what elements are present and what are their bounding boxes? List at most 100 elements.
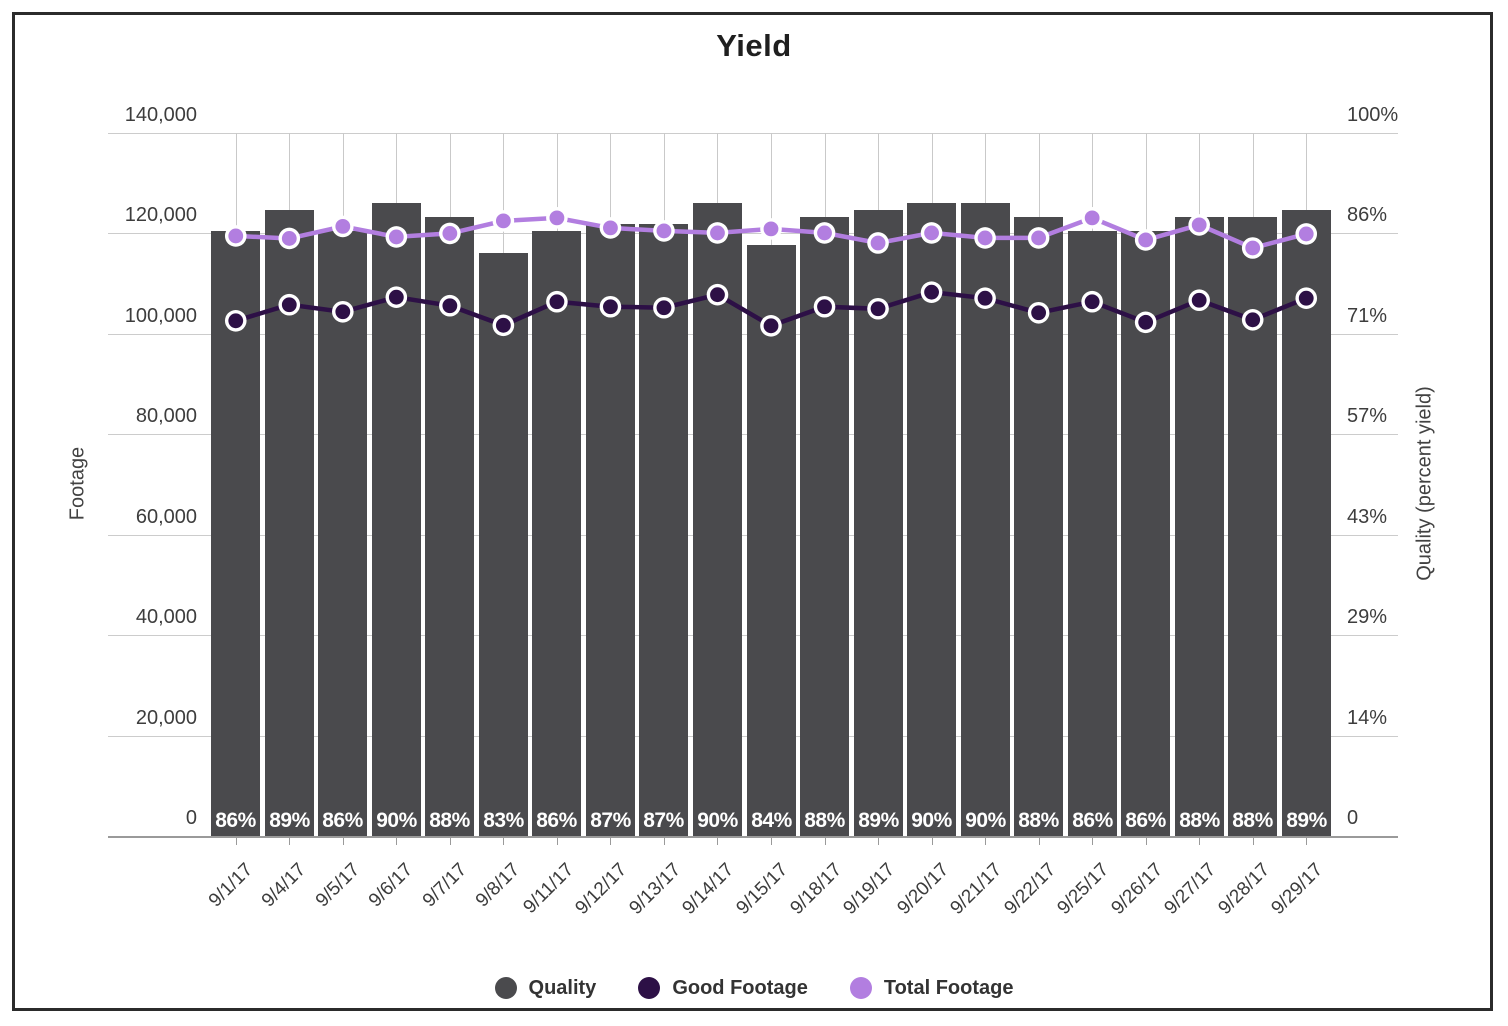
bar-value-label: 88% [1179,809,1220,832]
data-point-good-footage[interactable] [1191,292,1207,308]
data-point-total-footage[interactable] [1138,232,1154,248]
data-point-total-footage[interactable] [281,231,297,246]
bar-value-label: 86% [1125,809,1166,832]
data-point-total-footage[interactable] [1031,230,1047,246]
gridline-horizontal [108,233,1398,234]
legend-item-quality[interactable]: Quality [494,976,597,1000]
bar-quality[interactable]: 87% [586,224,635,836]
x-axis-tick [450,838,451,845]
right-axis-tick-label: 86% [1347,204,1388,226]
bar-quality[interactable]: 84% [747,245,796,836]
x-axis-tick [610,838,611,845]
legend-label: Quality [528,976,597,999]
data-point-good-footage[interactable] [228,313,244,329]
data-point-total-footage[interactable] [1245,240,1261,256]
data-point-total-footage[interactable] [817,225,832,241]
right-axis-tick-label: 100% [1347,104,1399,126]
left-axis-tick-label: 60,000 [135,506,197,528]
data-point-good-footage[interactable] [1138,314,1154,330]
bar-value-label: 87% [643,809,684,832]
data-point-total-footage[interactable] [442,226,458,241]
bar-quality[interactable]: 89% [1282,210,1331,836]
bar-value-label: 86% [536,809,577,832]
bar-quality[interactable]: 88% [1175,217,1224,836]
bar-quality[interactable]: 83% [479,253,528,836]
data-point-total-footage[interactable] [388,229,404,245]
data-point-good-footage[interactable] [1245,312,1261,328]
data-point-good-footage[interactable] [1084,294,1100,310]
data-point-total-footage[interactable] [1084,210,1100,226]
bar-quality[interactable]: 86% [532,231,581,836]
data-point-good-footage[interactable] [870,301,886,317]
x-axis-tick [1253,838,1254,845]
data-point-good-footage[interactable] [549,294,565,310]
data-point-good-footage[interactable] [388,289,404,305]
left-axis-tick-label: 100,000 [124,305,197,327]
bar-value-label: 84% [751,809,792,832]
data-point-good-footage[interactable] [495,317,511,333]
bar-value-label: 86% [322,809,363,832]
data-point-total-footage[interactable] [228,228,244,244]
data-point-good-footage[interactable] [763,318,779,334]
bar-value-label: 88% [1018,809,1059,832]
legend-item-total-footage[interactable]: Total Footage [849,976,1014,1000]
data-point-total-footage[interactable] [924,225,939,241]
x-axis-tick [825,838,826,845]
bar-quality[interactable]: 87% [639,224,688,836]
x-axis-tick [289,838,290,845]
data-point-total-footage[interactable] [870,235,886,251]
bar-value-label: 88% [1232,809,1273,832]
bar-quality[interactable]: 88% [425,217,474,836]
bar-quality[interactable]: 86% [1068,231,1117,836]
data-point-good-footage[interactable] [281,297,297,313]
legend-label: Total Footage [883,976,1014,999]
gridline-horizontal [108,133,1398,134]
x-axis-tick [236,838,237,845]
bar-quality[interactable]: 90% [907,203,956,836]
data-point-good-footage[interactable] [442,298,458,314]
bar-quality[interactable]: 90% [693,203,742,836]
left-axis-tick-label: 0 [185,807,197,829]
bar-value-label: 90% [376,809,417,832]
data-point-total-footage[interactable] [710,225,725,241]
data-point-total-footage[interactable] [1298,226,1314,242]
legend-label: Good Footage [672,976,808,999]
data-point-total-footage[interactable] [763,221,779,237]
bar-quality[interactable]: 88% [800,217,849,836]
bar-value-label: 86% [215,809,256,832]
left-axis-tick-label: 20,000 [135,707,197,729]
data-point-good-footage[interactable] [603,299,618,315]
data-point-total-footage[interactable] [335,218,351,234]
bar-quality[interactable]: 90% [372,203,421,836]
x-axis-tick [878,838,879,845]
data-point-good-footage[interactable] [656,300,672,316]
data-point-good-footage[interactable] [710,287,725,303]
data-point-good-footage[interactable] [924,284,939,300]
data-point-good-footage[interactable] [817,299,832,315]
bar-value-label: 90% [965,809,1006,832]
right-axis-tick-label: 43% [1347,506,1388,528]
data-point-total-footage[interactable] [656,223,672,239]
data-point-total-footage[interactable] [495,213,511,229]
data-point-good-footage[interactable] [1298,290,1314,306]
bar-value-label: 83% [483,809,524,832]
data-point-good-footage[interactable] [335,304,351,320]
data-point-total-footage[interactable] [977,230,993,246]
data-point-total-footage[interactable] [1191,217,1207,233]
legend-item-good-footage[interactable]: Good Footage [638,977,808,1000]
data-point-total-footage[interactable] [549,210,565,226]
legend-swatch [849,977,872,999]
x-axis-baseline [108,836,1398,838]
x-axis-tick [985,838,986,845]
bar-quality[interactable]: 86% [211,231,260,836]
right-axis-tick-label: 71% [1347,305,1388,327]
data-point-total-footage[interactable] [603,220,618,236]
left-axis-tick-label: 80,000 [135,405,197,427]
x-axis-tick [557,838,558,845]
data-point-good-footage[interactable] [977,290,993,306]
data-point-good-footage[interactable] [1031,305,1047,321]
bar-quality[interactable]: 86% [318,231,367,836]
legend-swatch [638,977,661,999]
left-axis-tick-label: 140,000 [124,104,197,126]
x-axis-tick [1039,838,1040,845]
